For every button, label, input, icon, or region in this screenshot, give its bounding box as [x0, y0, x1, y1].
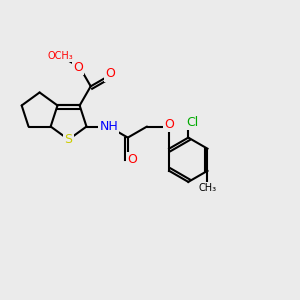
Text: NH: NH	[99, 120, 118, 133]
Text: OCH₃: OCH₃	[48, 51, 73, 61]
Text: O: O	[127, 153, 137, 166]
Text: O: O	[73, 61, 83, 74]
Text: CH₃: CH₃	[198, 184, 217, 194]
Text: Cl: Cl	[187, 116, 199, 129]
Text: O: O	[164, 118, 174, 131]
Text: O: O	[105, 67, 115, 80]
Text: S: S	[64, 133, 73, 146]
